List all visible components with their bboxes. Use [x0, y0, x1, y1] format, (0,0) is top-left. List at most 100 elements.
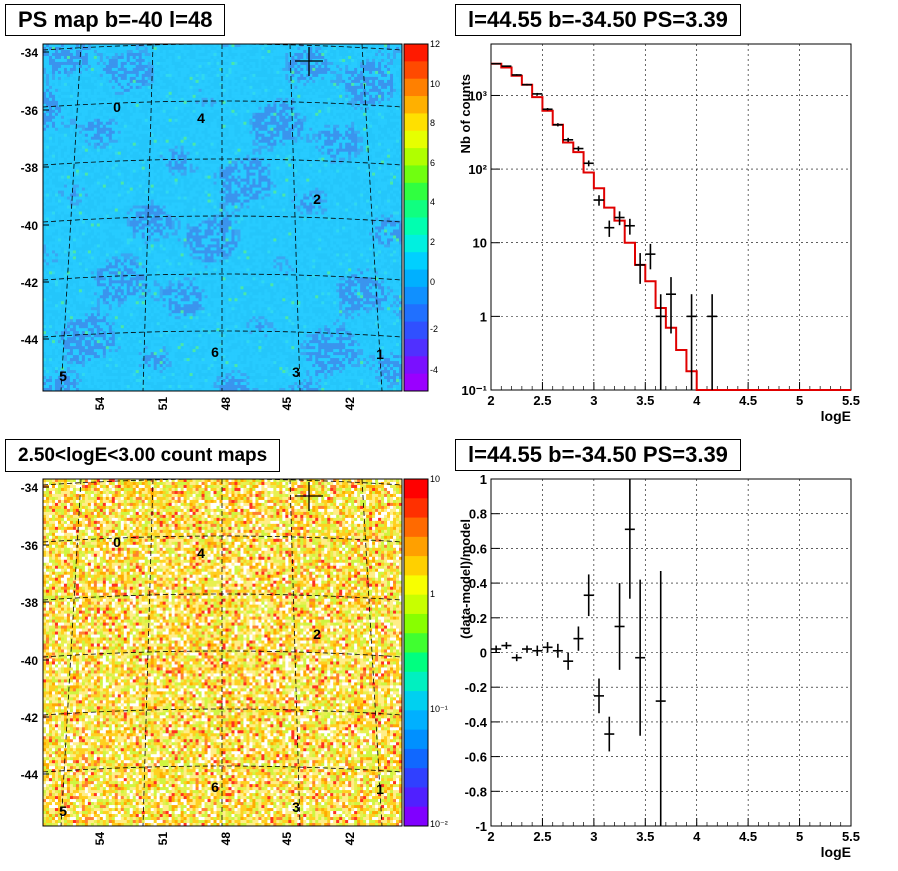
map-pixel	[255, 79, 259, 84]
map-pixel	[174, 112, 179, 117]
map-pixel	[273, 106, 277, 111]
map-pixel	[165, 103, 170, 108]
map-pixel	[165, 61, 170, 66]
map-pixel	[195, 79, 199, 84]
map-pixel	[327, 115, 331, 120]
map-pixel	[90, 44, 95, 48]
map-pixel	[183, 70, 187, 75]
map-pixel	[288, 136, 292, 141]
map-pixel	[231, 124, 235, 129]
map-pixel	[141, 133, 146, 138]
map-pixel	[237, 145, 241, 150]
map-pixel	[144, 109, 149, 114]
map-pixel	[54, 133, 59, 138]
map-pixel	[186, 79, 190, 84]
map-pixel	[393, 154, 397, 159]
map-pixel	[216, 142, 220, 147]
map-pixel	[87, 133, 92, 138]
map-pixel	[246, 79, 250, 84]
map-pixel	[306, 145, 310, 150]
map-pixel	[171, 76, 176, 81]
map-pixel	[45, 157, 50, 162]
map-pixel	[312, 145, 316, 150]
map-pixel	[348, 61, 352, 66]
map-pixel	[267, 88, 271, 93]
map-pixel	[144, 76, 149, 81]
map-pixel	[240, 106, 244, 111]
map-pixel	[102, 91, 107, 96]
map-pixel	[318, 136, 322, 141]
map-pixel	[399, 118, 402, 123]
map-pixel	[183, 118, 187, 123]
map-pixel	[297, 46, 301, 51]
map-pixel	[105, 52, 110, 57]
map-pixel	[309, 55, 313, 60]
map-pixel	[366, 115, 370, 120]
map-pixel	[366, 64, 370, 69]
map-pixel	[357, 145, 361, 150]
map-pixel	[189, 154, 193, 159]
map-pixel	[63, 127, 68, 132]
map-pixel	[75, 103, 80, 108]
map-pixel	[51, 130, 56, 135]
map-pixel	[45, 76, 50, 81]
map-pixel	[60, 52, 65, 57]
map-pixel	[336, 88, 340, 93]
map-pixel	[345, 160, 349, 165]
map-pixel	[138, 73, 143, 78]
map-pixel	[273, 85, 277, 90]
map-pixel	[321, 61, 325, 66]
map-pixel	[318, 154, 322, 159]
map-pixel	[246, 151, 250, 156]
map-pixel	[162, 94, 167, 99]
map-pixel	[399, 100, 402, 105]
map-pixel	[369, 44, 373, 48]
map-pixel	[381, 145, 385, 150]
map-pixel	[249, 106, 253, 111]
map-pixel	[183, 109, 187, 114]
map-pixel	[222, 91, 226, 96]
map-pixel	[330, 148, 334, 153]
map-pixel	[393, 82, 397, 87]
map-pixel	[43, 163, 47, 168]
map-pixel	[309, 145, 313, 150]
map-pixel	[261, 97, 265, 102]
map-pixel	[141, 160, 146, 165]
map-pixel	[273, 67, 277, 72]
map-pixel	[57, 133, 62, 138]
map-pixel	[369, 160, 373, 165]
map-pixel	[318, 94, 322, 99]
map-pixel	[222, 160, 226, 165]
map-pixel	[378, 154, 382, 159]
map-pixel	[141, 58, 146, 63]
map-pixel	[300, 76, 304, 81]
map-pixel	[153, 151, 158, 156]
map-pixel	[54, 130, 59, 135]
map-pixel	[135, 109, 140, 114]
map-pixel	[105, 85, 110, 90]
map-pixel	[396, 91, 400, 96]
map-pixel	[129, 166, 134, 171]
map-pixel	[273, 145, 277, 150]
map-pixel	[57, 124, 62, 129]
map-pixel	[147, 160, 152, 165]
map-pixel	[237, 118, 241, 123]
map-pixel	[159, 103, 164, 108]
map-pixel	[132, 52, 137, 57]
map-pixel	[255, 115, 259, 120]
map-pixel	[351, 121, 355, 126]
map-pixel	[216, 145, 220, 150]
map-pixel	[321, 124, 325, 129]
map-pixel	[51, 76, 56, 81]
map-pixel	[51, 142, 56, 147]
map-pixel	[129, 106, 134, 111]
map-pixel	[390, 142, 394, 147]
map-pixel	[177, 154, 182, 159]
map-pixel	[321, 70, 325, 75]
map-pixel	[240, 85, 244, 90]
map-pixel	[246, 61, 250, 66]
map-pixel	[180, 76, 185, 81]
map-pixel	[312, 142, 316, 147]
map-pixel	[357, 139, 361, 144]
map-pixel	[348, 148, 352, 153]
